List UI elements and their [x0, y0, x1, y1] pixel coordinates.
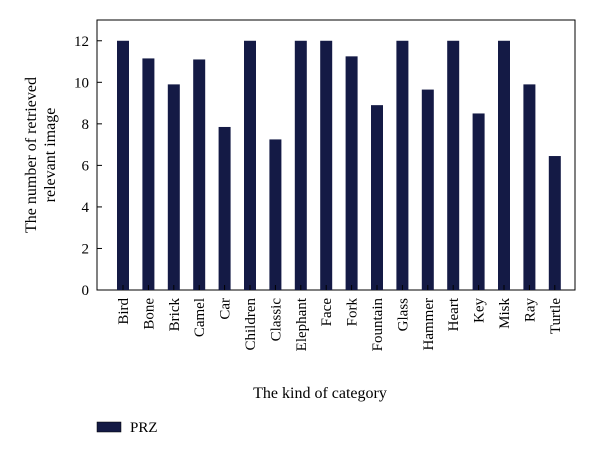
bar-glass: [396, 40, 409, 290]
bar-ray: [523, 84, 536, 290]
x-axis-label: The kind of category: [253, 385, 387, 402]
bar-hammer: [421, 89, 434, 290]
bar-brick: [167, 84, 180, 290]
x-tick-label-glass: Glass: [395, 298, 411, 331]
bar-car: [218, 126, 231, 291]
y-axis-ticks: 0 2 4 6 8 10 12: [74, 34, 102, 299]
x-tick-label-car: Car: [218, 298, 234, 320]
plot-frame: [96, 19, 576, 291]
y-tick-label: 8: [82, 117, 90, 133]
x-tick-label-fork: Fork: [345, 298, 361, 327]
x-tick-label-elephant: Elephant: [294, 297, 310, 351]
x-axis-ticks: Bird Bone Brick Camel Car Children Classic Elep…: [116, 285, 564, 351]
bar-camel: [193, 59, 206, 291]
bar-children: [244, 40, 256, 290]
y-tick-label: 12: [74, 34, 89, 50]
x-tick-label-hammer: Hammer: [421, 298, 437, 350]
y-tick-label: 0: [82, 283, 90, 299]
bars-group: [117, 40, 561, 291]
x-tick-label-misk: Misk: [497, 298, 513, 329]
legend-label: PRZ: [130, 420, 158, 436]
x-tick-label-heart: Heart: [446, 297, 462, 331]
x-tick-label-bone: Bone: [141, 298, 157, 330]
x-tick-label-children: Children: [243, 298, 259, 351]
bar-turtle: [548, 156, 561, 290]
x-tick-label-key: Key: [472, 298, 488, 323]
x-tick-label-brick: Brick: [167, 298, 183, 332]
bar-fountain: [371, 105, 383, 291]
x-tick-label-classic: Classic: [268, 298, 284, 342]
legend: PRZ: [96, 420, 158, 436]
y-tick-label: 2: [82, 241, 90, 257]
y-axis-label-line2: relevant image: [42, 108, 59, 203]
bar-elephant: [294, 40, 307, 290]
x-tick-label-fountain: Fountain: [370, 298, 386, 352]
y-tick-label: 10: [74, 75, 89, 91]
y-tick-label: 4: [82, 200, 90, 216]
x-tick-label-ray: Ray: [522, 298, 538, 323]
bar-bone: [142, 58, 155, 290]
legend-swatch: [96, 421, 122, 433]
x-tick-label-camel: Camel: [192, 298, 208, 337]
bar-face: [320, 40, 333, 290]
y-axis-label-line1: The number of retrieved: [23, 77, 40, 233]
bar-heart: [447, 40, 460, 290]
bar-bird: [117, 40, 129, 290]
y-tick-label: 6: [82, 158, 90, 174]
x-tick-label-turtle: Turtle: [548, 298, 564, 334]
bar-classic: [269, 139, 282, 290]
bar-fork: [345, 56, 358, 290]
x-tick-label-bird: Bird: [116, 298, 132, 325]
bar-misk: [498, 40, 510, 290]
bar-key: [472, 113, 485, 291]
x-tick-label-face: Face: [319, 298, 335, 327]
